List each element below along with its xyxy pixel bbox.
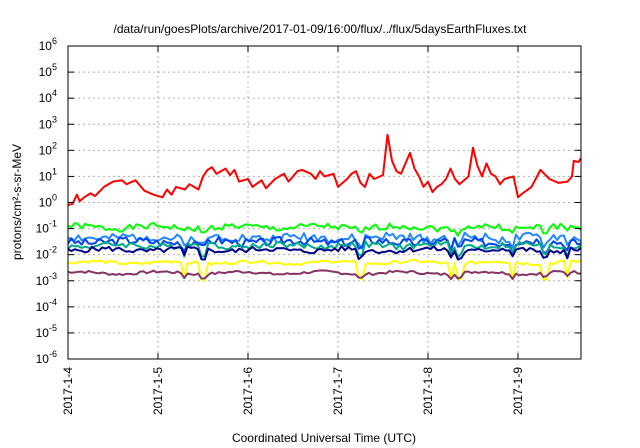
grid-lines: [68, 46, 581, 359]
y-tick-label: 10-5: [36, 323, 57, 340]
series-line: [67, 269, 582, 281]
y-axis-title: protons/cm²-s-sr-MeV: [10, 144, 24, 260]
y-tick-labels: 10-6 10-5 10-4 10-3 10-2 10-1 100 101 102 103 104 1…: [36, 36, 57, 366]
chart-title: /data/run/goesPlots/archive/2017-01-09/1…: [114, 22, 528, 36]
y-tick-label: 104: [39, 88, 57, 105]
y-tick-label: 10-1: [36, 219, 57, 236]
y-tick-label: 10-3: [36, 271, 57, 288]
y-tick-label: 100: [39, 193, 57, 210]
series-line: [67, 245, 582, 261]
x-tick-labels: 2017-1-4 2017-1-5 2017-1-6 2017-1-7 2017-1-8…: [61, 367, 525, 415]
series-line: [67, 221, 582, 237]
y-tick-label: 103: [39, 114, 57, 131]
x-tick-label: 2017-1-6: [241, 367, 255, 415]
y-tick-label: 106: [39, 36, 57, 53]
series-line: [67, 236, 582, 254]
x-tick-label: 2017-1-8: [421, 367, 435, 415]
series-line: [67, 231, 582, 251]
x-tick-label: 2017-1-7: [331, 367, 345, 415]
series-line: [67, 240, 582, 259]
series-line: [67, 133, 582, 207]
y-tick-label: 10-4: [36, 297, 57, 314]
y-tick-label: 105: [39, 62, 57, 79]
x-axis-title: Coordinated Universal Time (UTC): [232, 431, 416, 445]
series-line: [67, 258, 582, 281]
y-tick-label: 101: [39, 166, 57, 183]
y-tick-label: 102: [39, 140, 57, 157]
x-tick-label: 2017-1-4: [61, 367, 75, 415]
x-tick-label: 2017-1-9: [511, 367, 525, 415]
data-series: [67, 133, 582, 281]
y-tick-label: 10-2: [36, 245, 57, 262]
y-tick-label: 10-6: [36, 349, 57, 366]
x-tick-label: 2017-1-5: [151, 367, 165, 415]
tick-marks: [67, 45, 581, 360]
